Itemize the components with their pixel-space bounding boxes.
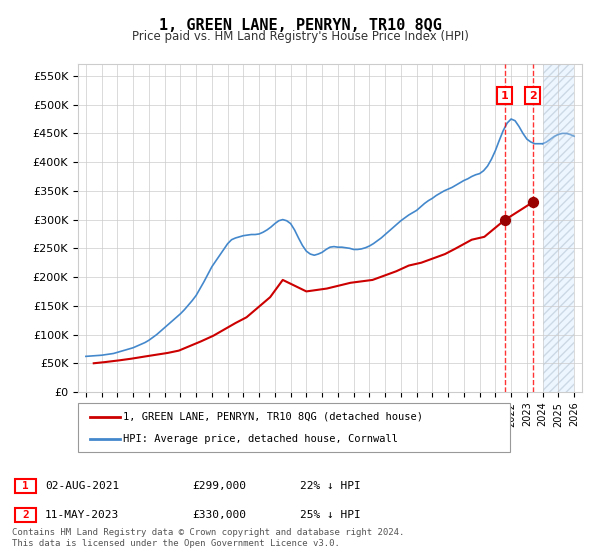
Point — [528, 198, 538, 207]
Text: £299,000: £299,000 — [192, 481, 246, 491]
Text: 1, GREEN LANE, PENRYN, TR10 8QG (detached house): 1, GREEN LANE, PENRYN, TR10 8QG (detache… — [123, 412, 423, 422]
Text: 11-MAY-2023: 11-MAY-2023 — [45, 510, 119, 520]
Text: Contains HM Land Registry data © Crown copyright and database right 2024.
This d: Contains HM Land Registry data © Crown c… — [12, 528, 404, 548]
Point — [500, 216, 509, 225]
Text: 2: 2 — [529, 91, 536, 101]
Text: Price paid vs. HM Land Registry's House Price Index (HPI): Price paid vs. HM Land Registry's House … — [131, 30, 469, 43]
Text: 02-AUG-2021: 02-AUG-2021 — [45, 481, 119, 491]
Text: HPI: Average price, detached house, Cornwall: HPI: Average price, detached house, Corn… — [123, 433, 398, 444]
Text: 1: 1 — [500, 91, 508, 101]
Text: 1: 1 — [22, 481, 29, 491]
Text: 2: 2 — [22, 510, 29, 520]
Text: 1, GREEN LANE, PENRYN, TR10 8QG: 1, GREEN LANE, PENRYN, TR10 8QG — [158, 18, 442, 33]
Text: 22% ↓ HPI: 22% ↓ HPI — [300, 481, 361, 491]
Text: 25% ↓ HPI: 25% ↓ HPI — [300, 510, 361, 520]
Text: £330,000: £330,000 — [192, 510, 246, 520]
